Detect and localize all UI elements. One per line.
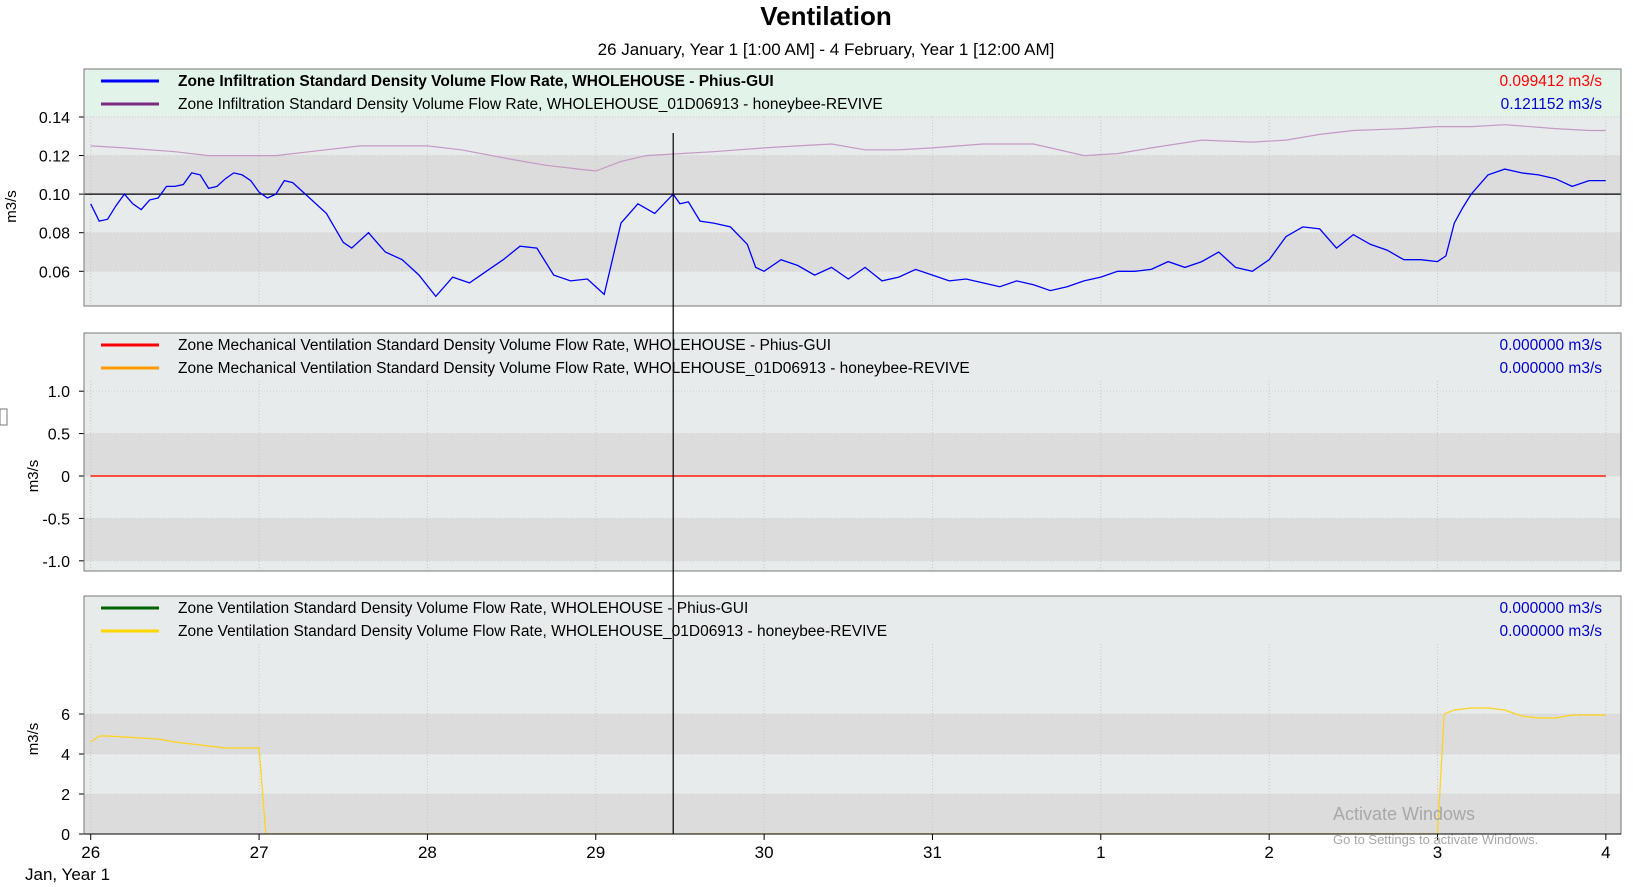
y-tick-label: 0 <box>61 469 70 486</box>
y-tick-label: 1.0 <box>48 384 70 401</box>
series-line-1-2 <box>90 124 1606 172</box>
grid-band <box>84 794 1621 834</box>
x-tick-label: 28 <box>418 843 437 862</box>
panel-border <box>83 68 1622 307</box>
legend-value: 0.000000 m3/s <box>1499 600 1602 617</box>
panel-border <box>83 332 1622 572</box>
grid-band <box>84 560 1621 571</box>
y-tick-label: -0.5 <box>42 511 70 528</box>
y-tick-label: 0.5 <box>48 427 70 444</box>
x-tick-label: 26 <box>81 843 100 862</box>
legend-value: 0.121152 m3/s <box>1501 96 1603 113</box>
grid-band <box>84 155 1621 195</box>
x-tick-label: 29 <box>586 843 605 862</box>
grid-band <box>84 433 1621 476</box>
legend-entry-label[interactable]: Zone Ventilation Standard Density Volume… <box>178 600 748 617</box>
grid-band <box>84 518 1621 561</box>
legend-value: 0.000000 m3/s <box>1499 623 1602 640</box>
y-tick-label: 0 <box>61 827 70 844</box>
y-tick-label: 2 <box>61 787 70 804</box>
x-tick-label: 31 <box>923 843 942 862</box>
x-tick-label: 4 <box>1601 843 1610 862</box>
x-axis-start-label: Jan, Year 1 <box>25 865 110 884</box>
panel-2: -1.0 -0.5 0 0.5 1.0 m3/s Zone Mechanical Venti… <box>25 332 1622 572</box>
chart-title: Ventilation <box>760 1 891 31</box>
y-tick-label: 0.10 <box>39 187 70 204</box>
legend-value: 0.000000 m3/s <box>1499 360 1602 377</box>
x-tick-label: 27 <box>250 843 269 862</box>
y-tick-label: 0.08 <box>39 226 70 243</box>
activate-windows-watermark: Activate Windows <box>1333 804 1475 824</box>
series-line-1-1 <box>90 168 1606 298</box>
legend-value: 0.000000 m3/s <box>1499 337 1602 354</box>
y-axis-label: m3/s <box>3 190 20 223</box>
legend-entry-label[interactable]: Zone Infiltration Standard Density Volum… <box>178 96 883 113</box>
panel-resize-handle[interactable] <box>0 408 8 426</box>
x-tick-label: 1 <box>1096 843 1105 862</box>
series-line-3-2 <box>90 707 1606 834</box>
x-tick-label: 2 <box>1264 843 1273 862</box>
legend-highlight <box>85 70 1620 116</box>
panel-3: 0 2 4 6 m3/s Zone Ventilation Standard Densit… <box>25 595 1622 844</box>
panel-1: 0.06 0.08 0.10 0.12 0.14 m3/s Zone Infiltratio… <box>3 68 1622 307</box>
x-axis: 26 27 28 29 30 31 1 2 3 4 <box>81 833 1621 862</box>
legend-entry-label[interactable]: Zone Infiltration Standard Density Volum… <box>178 73 774 90</box>
y-tick-label: 4 <box>61 747 70 764</box>
chart-subtitle: 26 January, Year 1 [1:00 AM] - 4 Februar… <box>598 40 1055 59</box>
y-tick-label: -1.0 <box>42 554 70 571</box>
legend-entry-label[interactable]: Zone Mechanical Ventilation Standard Den… <box>178 337 831 354</box>
y-tick-label: 6 <box>61 707 70 724</box>
y-axis-label: m3/s <box>25 460 42 493</box>
grid-band <box>84 714 1621 754</box>
y-tick-label: 0.06 <box>39 264 70 281</box>
y-tick-label: 0.14 <box>39 110 70 127</box>
y-axis-label: m3/s <box>25 723 42 756</box>
grid-band <box>84 232 1621 272</box>
legend-value: 0.099412 m3/s <box>1499 73 1602 90</box>
legend-entry-label[interactable]: Zone Mechanical Ventilation Standard Den… <box>178 360 970 377</box>
x-tick-label: 30 <box>755 843 774 862</box>
chart-panels: 0.06 0.08 0.10 0.12 0.14 m3/s Zone Infiltratio… <box>3 68 1622 844</box>
legend-entry-label[interactable]: Zone Ventilation Standard Density Volume… <box>178 623 887 640</box>
activate-windows-subtext: Go to Settings to activate Windows. <box>1333 832 1538 847</box>
x-tick-label: 3 <box>1433 843 1442 862</box>
y-tick-label: 0.12 <box>39 149 70 166</box>
